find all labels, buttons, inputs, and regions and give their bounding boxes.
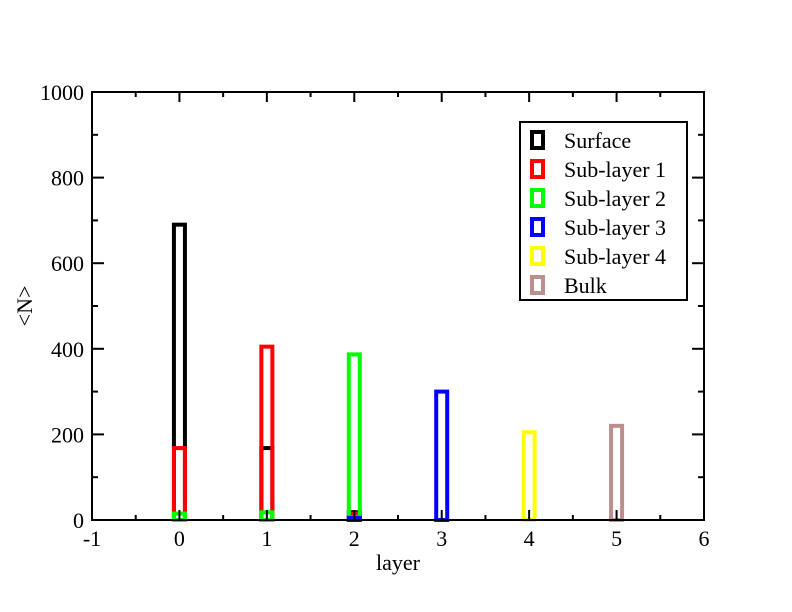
x-tick-label: 5 [611, 526, 622, 551]
legend-swatch-surface [530, 130, 545, 150]
y-axis-label: <N> [12, 286, 37, 327]
bar-sub-layer-1-0 [171, 446, 187, 523]
y-tick-label: 0 [73, 508, 84, 533]
x-tick-label: 0 [174, 526, 185, 551]
bar-sub-layer-2-2 [346, 352, 362, 523]
legend-box [519, 121, 688, 301]
y-tick-label: 800 [51, 166, 84, 191]
legend-label-bulk: Bulk [564, 273, 607, 298]
y-tick-label: 600 [51, 251, 84, 276]
bar-sub-layer-4-4 [521, 430, 537, 523]
x-tick-label: -1 [83, 526, 101, 551]
legend-label-sub-layer-2: Sub-layer 2 [564, 186, 666, 211]
x-tick-label: 1 [261, 526, 272, 551]
x-tick-label: 3 [436, 526, 447, 551]
x-axis-label: layer [376, 550, 421, 575]
y-tick-label: 1000 [40, 80, 84, 105]
x-tick-label: 2 [349, 526, 360, 551]
y-tick-labels: 0 200 400 600 800 1000 [40, 80, 84, 533]
y-tick-label: 400 [51, 337, 84, 362]
bar-bulk-5 [609, 423, 625, 522]
legend-label-sub-layer-3: Sub-layer 3 [564, 215, 666, 240]
legend-swatch-sub-layer-4 [530, 246, 545, 266]
legend-swatch-sub-layer-3 [530, 217, 545, 237]
x-tick-label: 6 [699, 526, 710, 551]
bar-sub-layer-1-1 [259, 344, 275, 522]
legend-swatch-bulk [530, 275, 545, 295]
legend-label-sub-layer-4: Sub-layer 4 [564, 244, 666, 269]
legend-label-surface: Surface [564, 128, 631, 153]
legend-label-sub-layer-1: Sub-layer 1 [564, 157, 666, 182]
bar-sub-layer-3-3 [434, 389, 450, 522]
x-tick-label: 4 [524, 526, 535, 551]
x-tick-labels: -1 0 1 2 3 4 5 6 [83, 526, 710, 551]
y-tick-label: 200 [51, 422, 84, 447]
legend-swatch-sub-layer-2 [530, 188, 545, 208]
plot-frame [91, 91, 705, 521]
legend-swatch-sub-layer-1 [530, 159, 545, 179]
legend: Surface Sub-layer 1 Sub-layer 2 Sub-layer 3… [519, 121, 688, 301]
